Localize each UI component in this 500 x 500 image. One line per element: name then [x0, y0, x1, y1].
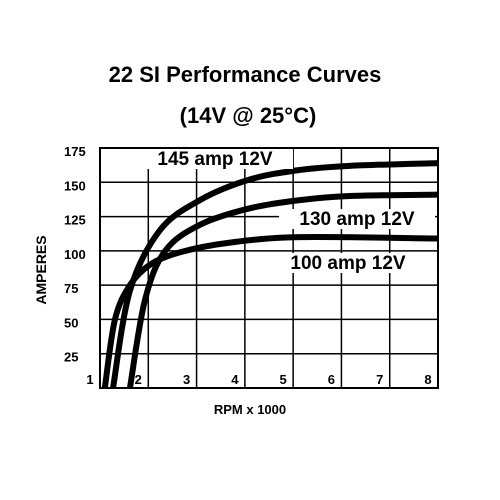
curve [101, 233, 438, 388]
y-tick-label: 125 [64, 213, 86, 228]
y-tick-label: 150 [64, 178, 86, 193]
label-bg [279, 209, 435, 229]
label-bg [270, 253, 426, 273]
y-tick-label: 100 [64, 247, 86, 262]
y-tick-label: 175 [64, 144, 86, 159]
y-tick-label: 75 [64, 281, 78, 296]
y-tick-label: 50 [64, 315, 78, 330]
y-tick-label: 25 [64, 350, 78, 365]
curve-label: 145 amp 12V [157, 149, 272, 170]
x-tick-label: 8 [424, 372, 431, 387]
curve [126, 191, 438, 388]
y-axis-label: AMPERES [33, 235, 49, 304]
chart-title: 22 SI Performance Curves [109, 62, 382, 87]
x-tick-label: 2 [135, 372, 142, 387]
curve-label: 100 amp 12V [290, 253, 405, 274]
plot-border [99, 147, 439, 389]
curve-label: 130 amp 12V [299, 209, 414, 230]
chart-subtitle: (14V @ 25°C) [180, 103, 317, 128]
x-axis-label: RPM x 1000 [214, 402, 286, 417]
x-tick-label: 6 [328, 372, 335, 387]
x-tick-label: 7 [376, 372, 383, 387]
x-tick-label: 1 [86, 372, 93, 387]
label-bg [137, 149, 293, 169]
x-tick-label: 4 [231, 372, 239, 387]
x-tick-label: 3 [183, 372, 190, 387]
x-tick-label: 5 [280, 372, 287, 387]
